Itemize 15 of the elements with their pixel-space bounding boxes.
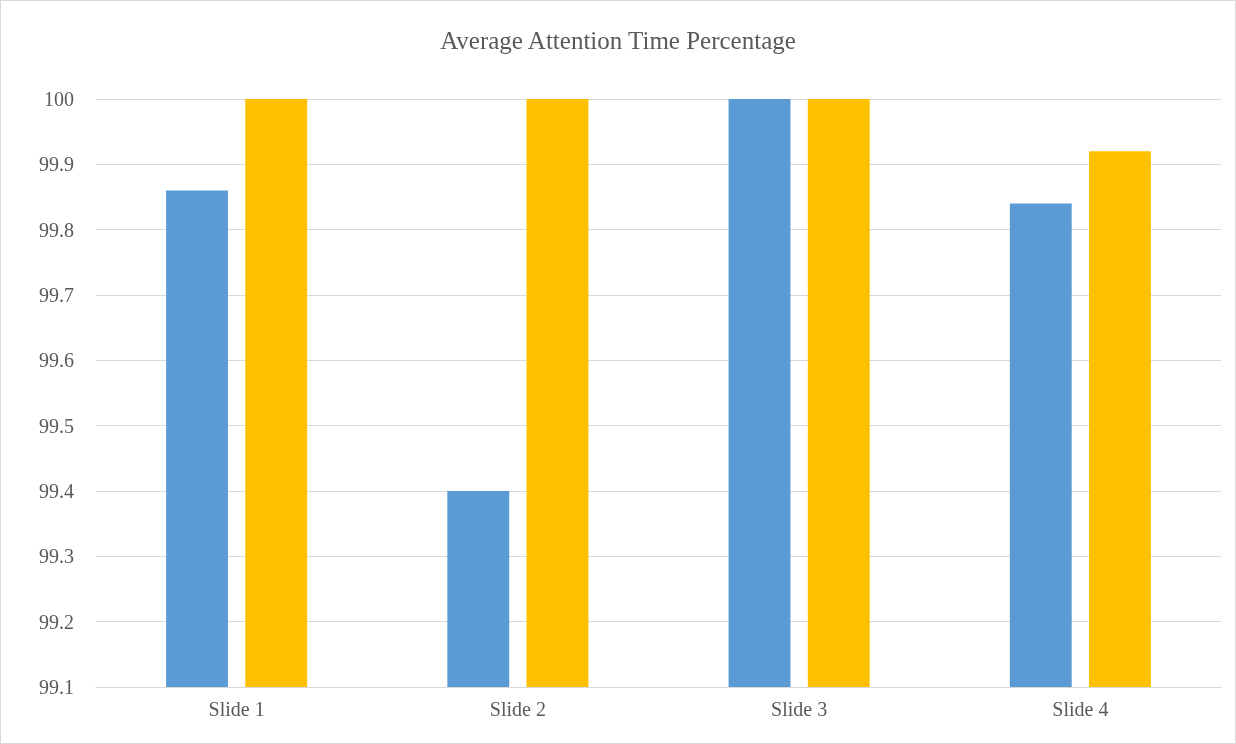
y-tick-label: 99.7: [39, 284, 74, 306]
y-tick-label: 100: [44, 88, 74, 110]
y-tick-label: 99.1: [39, 676, 74, 698]
x-tick-label: Slide 1: [208, 698, 265, 720]
chart-title: Average Attention Time Percentage: [440, 27, 796, 54]
y-tick-label: 99.8: [39, 218, 74, 241]
y-tick-label: 99.3: [39, 545, 74, 568]
y-tick-label: 99.4: [39, 480, 74, 502]
y-tick-label: 99.6: [39, 349, 74, 372]
y-tick-label: 99.2: [39, 610, 74, 633]
y-tick-label: 99.9: [39, 153, 74, 176]
y-tick-label: 99.5: [39, 414, 74, 437]
x-tick-label: Slide 3: [771, 698, 828, 720]
x-tick-label: Slide 2: [489, 698, 546, 720]
x-tick-label: Slide 4: [1052, 698, 1109, 720]
